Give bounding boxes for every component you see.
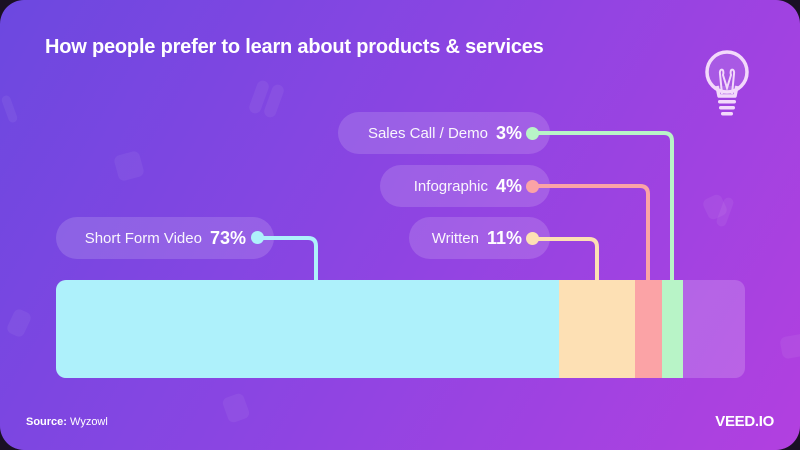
source-label: Source:: [26, 416, 67, 428]
callout-value: 11%: [486, 227, 522, 248]
bar-segment-sales-call-demo: [662, 280, 683, 378]
bar-segment-short-form-video: [56, 280, 559, 378]
callout-short-form-video: Short Form Video 73%: [56, 217, 274, 259]
callout-sales-call-demo: Sales Call / Demo 3%: [338, 112, 550, 154]
bar-segment-written: [559, 280, 635, 378]
brand-logo: VEED.IO: [715, 413, 774, 430]
callout-label: Short Form Video: [84, 229, 202, 247]
callout-dot-infographic: [526, 180, 539, 193]
bar-segment-infographic: [635, 280, 662, 378]
callout-value: 4%: [495, 175, 522, 196]
callout-written: Written 11%: [409, 217, 550, 259]
callout-value: 73%: [209, 227, 246, 248]
source-value: Wyzowl: [70, 416, 108, 428]
lightbulb-icon: [705, 50, 749, 116]
callout-label: Sales Call / Demo: [367, 124, 488, 142]
callout-dot-short-form-video: [251, 231, 264, 244]
stacked-bar: [56, 280, 745, 378]
callout-dot-written: [526, 232, 539, 245]
callout-label: Written: [431, 229, 479, 247]
callout-label: Infographic: [413, 177, 488, 195]
bar-segment-other: [683, 280, 745, 378]
chart-title: How people prefer to learn about product…: [45, 36, 544, 58]
source-note: Source: Wyzowl: [26, 416, 108, 428]
callout-infographic: Infographic 4%: [380, 165, 550, 207]
callout-value: 3%: [495, 122, 522, 143]
callout-dot-sales-call-demo: [526, 127, 539, 140]
